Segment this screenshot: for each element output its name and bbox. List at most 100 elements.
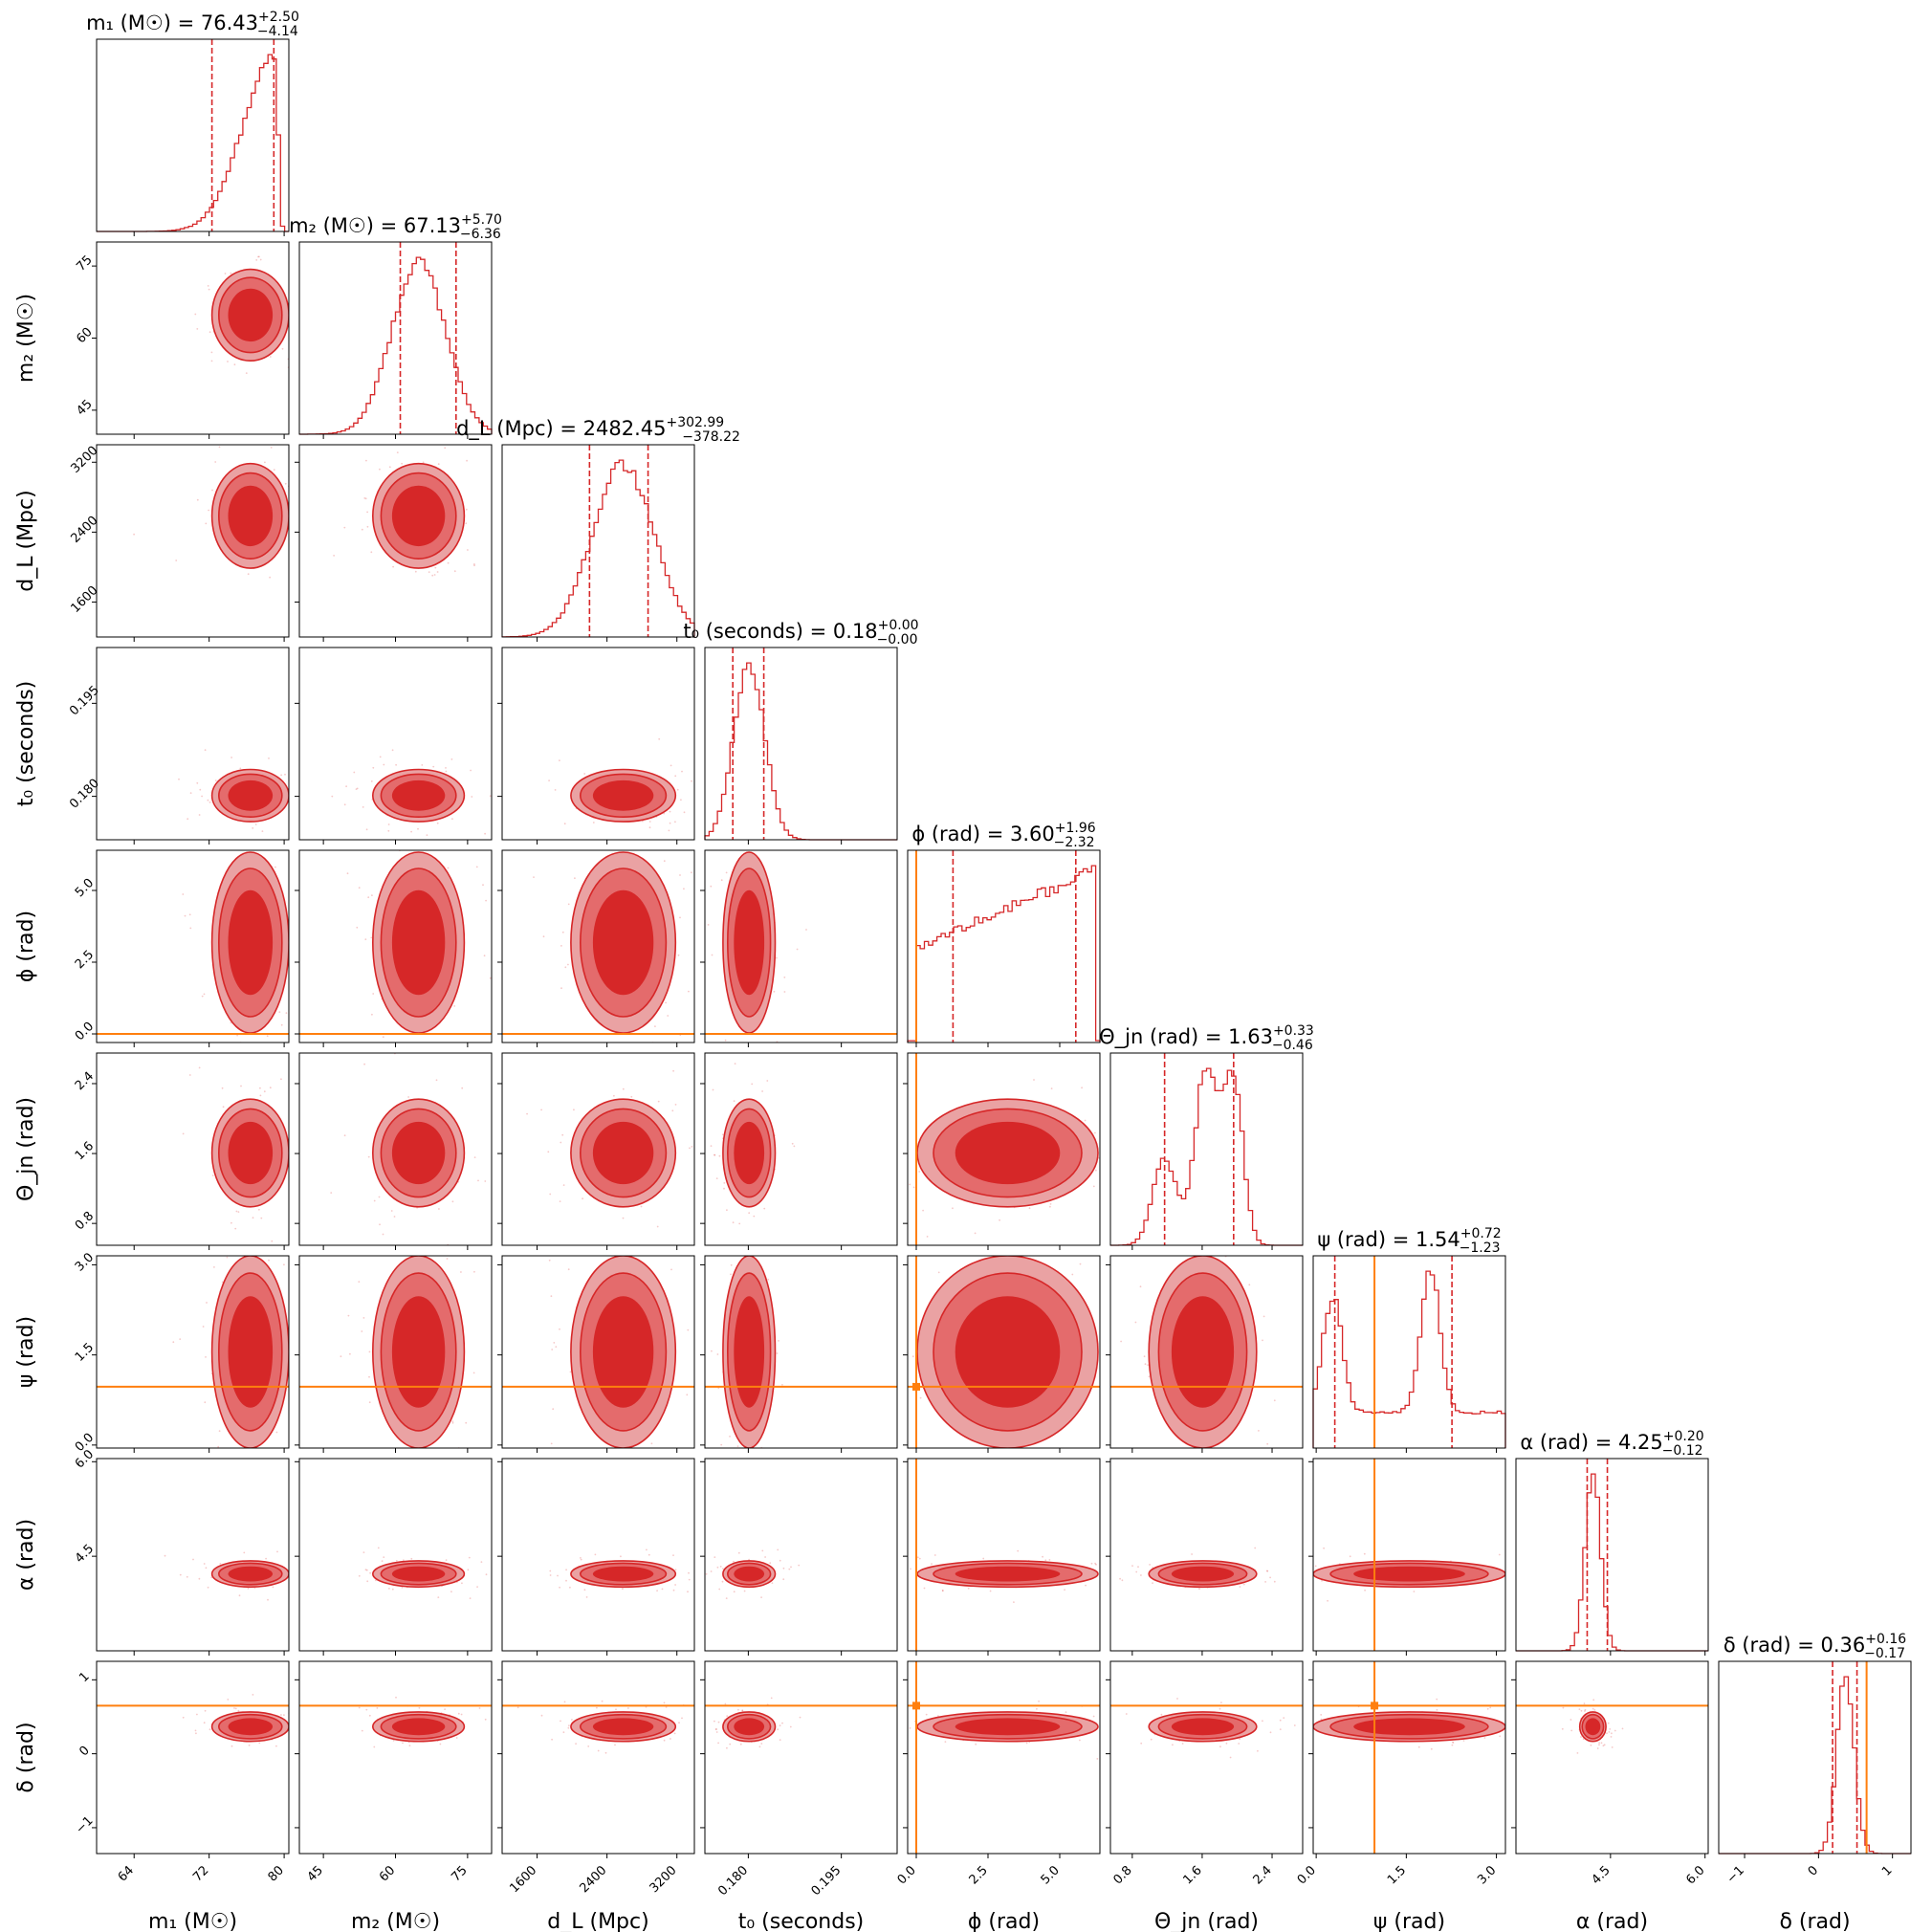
sample-point	[266, 1035, 269, 1038]
panel-contents	[1110, 1698, 1303, 1759]
sample-point	[422, 1254, 424, 1256]
sample-point	[447, 561, 450, 564]
sample-point	[720, 1443, 723, 1446]
title-psi: ψ (rad) = 1.54+0.72 −1.23	[1317, 1226, 1501, 1256]
sample-point	[761, 1090, 763, 1092]
sample-point	[202, 1326, 205, 1328]
sample-point	[217, 1445, 220, 1448]
sample-point	[239, 767, 242, 770]
sample-point	[1094, 1131, 1096, 1134]
sample-point	[1603, 1744, 1606, 1746]
sample-point	[975, 1743, 977, 1745]
sample-point	[333, 555, 335, 557]
sample-point	[1050, 1087, 1053, 1089]
sample-point	[1327, 1599, 1328, 1602]
sample-point	[922, 1209, 924, 1212]
sample-point	[425, 845, 427, 847]
sample-point	[601, 1700, 604, 1702]
sample-point	[445, 1559, 448, 1561]
sample-point	[273, 469, 275, 471]
sample-point	[237, 1709, 240, 1712]
sample-point	[1101, 1337, 1103, 1339]
sample-point	[248, 1744, 251, 1746]
sample-point	[418, 1706, 421, 1709]
sample-point	[212, 846, 214, 848]
sample-point	[770, 812, 772, 814]
sample-point	[705, 1572, 708, 1575]
sample-point	[562, 1731, 565, 1734]
panel-frame	[96, 1052, 290, 1246]
x-tick-label-m1: 64	[116, 1863, 137, 1884]
sample-point	[283, 1714, 285, 1716]
sample-point	[901, 1570, 903, 1571]
sample-point	[234, 1227, 237, 1230]
sample-point	[589, 1208, 591, 1210]
sample-point	[1144, 1363, 1147, 1366]
histogram-phi: ϕ (rad) = 3.60+1.96 −2.32	[907, 821, 1101, 1043]
sample-point	[624, 1045, 626, 1047]
histogram-bars	[97, 54, 289, 232]
panel-theta_jn-vs-dL	[501, 1052, 695, 1246]
sample-point	[1135, 1570, 1138, 1573]
sample-point	[343, 1134, 346, 1137]
sample-point	[473, 563, 475, 565]
sample-point	[261, 830, 264, 832]
sample-point	[465, 522, 468, 525]
sample-point	[301, 523, 303, 525]
sample-point	[373, 1745, 376, 1748]
sample-point	[777, 1728, 779, 1731]
sample-point	[366, 511, 368, 514]
sample-point	[278, 1011, 281, 1013]
sample-point	[597, 1749, 600, 1752]
sample-point	[1121, 1579, 1124, 1582]
sample-point	[196, 1713, 198, 1716]
sample-point	[194, 313, 197, 316]
sample-point	[1036, 1707, 1038, 1710]
y-axis-label-phi: ϕ (rad)	[14, 911, 38, 982]
sample-point	[205, 1356, 207, 1358]
panel-alpha-vs-t0	[704, 1458, 898, 1652]
sample-point	[933, 1554, 936, 1556]
y-axis-label-delta: δ (rad)	[14, 1722, 38, 1792]
histogram-t0: t₀ (seconds) = 0.18+0.00 −0.00	[683, 618, 919, 841]
sample-point	[238, 1594, 241, 1597]
sample-point	[1580, 1709, 1583, 1712]
panel-contents	[908, 1256, 1103, 1448]
sample-point	[494, 1126, 496, 1128]
sample-point	[672, 1589, 675, 1592]
sample-point	[756, 825, 757, 827]
sample-point	[365, 1708, 368, 1711]
sample-point	[909, 1727, 911, 1729]
sample-point	[408, 1745, 411, 1746]
sample-point	[680, 799, 682, 801]
sample-point	[269, 356, 272, 358]
sample-point	[791, 1142, 794, 1145]
sample-point	[330, 1192, 333, 1194]
sample-point	[476, 1586, 478, 1588]
sample-point	[676, 788, 679, 791]
sample-point	[665, 1001, 667, 1004]
sample-point	[677, 954, 680, 956]
sample-point	[779, 1559, 781, 1562]
sample-point	[1064, 1589, 1065, 1591]
sample-point	[559, 1328, 560, 1330]
sample-point	[259, 1469, 261, 1471]
sample-point	[540, 814, 542, 816]
sample-point	[291, 569, 293, 571]
sample-point	[300, 927, 302, 929]
sample-point	[736, 1445, 739, 1448]
sample-point	[446, 1258, 449, 1260]
sample-point	[333, 1572, 335, 1574]
panel-frame	[96, 1458, 290, 1652]
sample-point	[672, 1554, 674, 1556]
sample-point	[1540, 1588, 1542, 1590]
sample-point	[542, 935, 545, 938]
sample-point	[999, 1218, 1000, 1221]
sample-point	[483, 955, 486, 957]
sample-point	[290, 1723, 292, 1724]
x-axis-label-dL: d_L (Mpc)	[547, 1910, 648, 1932]
sample-point	[195, 1732, 197, 1735]
sample-point	[513, 1732, 515, 1734]
contour-inner	[1171, 1566, 1235, 1582]
sample-point	[607, 1044, 609, 1046]
